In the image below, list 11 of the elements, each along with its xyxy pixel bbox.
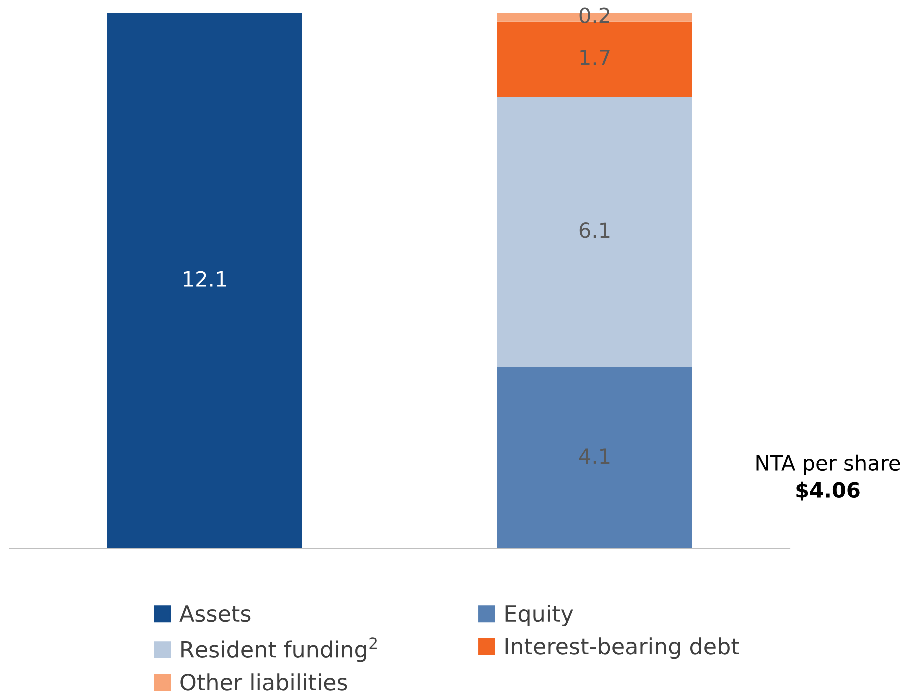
legend-label: Other liabilities [180, 674, 348, 691]
legend-label: Assets [180, 606, 251, 622]
data-label: 4.1 [579, 448, 610, 464]
legend-label: Interest-bearing debt [506, 638, 740, 660]
data-label: 1.7 [580, 50, 610, 66]
annotation: NTA per share [756, 454, 900, 476]
data-label: 12.1 [184, 271, 226, 287]
legend-label: Resident funding$^{2}$ [182, 638, 377, 662]
legend-label: Equity [506, 605, 574, 627]
data-label: 6.1 [580, 222, 610, 238]
text: $4.06 [796, 482, 860, 501]
